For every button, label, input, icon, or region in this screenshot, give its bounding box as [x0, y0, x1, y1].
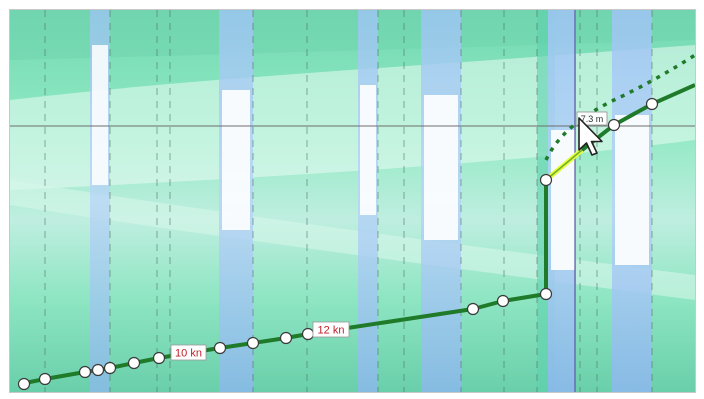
vertical-bands [90, 10, 652, 392]
speed-label-box [312, 321, 350, 338]
white-band-segment [615, 115, 649, 265]
waypoint-marker[interactable] [78, 365, 92, 379]
waypoint-marker[interactable] [103, 361, 117, 375]
depth-readout-text: 7.3 m [581, 114, 604, 124]
white-band-segment [222, 90, 250, 230]
waypoint-marker[interactable] [466, 302, 480, 316]
waypoint-marker[interactable] [279, 331, 293, 345]
waypoints[interactable] [17, 97, 659, 391]
waypoint-marker[interactable] [152, 351, 166, 365]
waypoint-marker[interactable] [539, 173, 553, 187]
white-band-segment [424, 95, 458, 240]
speed-label-text: 10 kn [175, 348, 202, 360]
speed-label-12: 12 kn [312, 321, 350, 338]
route-alternative-dotted [544, 53, 695, 161]
waypoint-marker[interactable] [246, 336, 260, 350]
waypoint-marker[interactable] [539, 287, 553, 301]
depth-readout-tooltip: 7.3 m [576, 111, 608, 126]
route-highlight-edge [545, 149, 583, 181]
speed-label-10: 10 kn [170, 344, 207, 361]
mouse-pointer-arrow-icon [578, 117, 603, 156]
dark-swath-top [10, 10, 695, 60]
waypoint-marker[interactable] [213, 341, 227, 355]
waypoint-marker[interactable] [17, 377, 31, 391]
waypoint-marker[interactable] [607, 118, 621, 132]
depth-readout-box [576, 111, 608, 126]
speed-label-text: 12 kn [318, 325, 345, 337]
white-band-segment [360, 85, 376, 215]
white-band-segment [551, 130, 575, 270]
waypoint-marker[interactable] [91, 363, 105, 377]
waypoint-marker[interactable] [645, 97, 659, 111]
white-band-segment [92, 45, 108, 185]
chart-frame [9, 9, 696, 393]
waypoint-marker[interactable] [301, 327, 315, 341]
waypoint-marker[interactable] [38, 372, 52, 386]
pale-swath-lower [10, 180, 695, 300]
waypoint-marker[interactable] [127, 356, 141, 370]
pale-swath-upper [10, 45, 695, 190]
waypoint-marker[interactable] [496, 294, 510, 308]
speed-label-box [170, 344, 207, 361]
